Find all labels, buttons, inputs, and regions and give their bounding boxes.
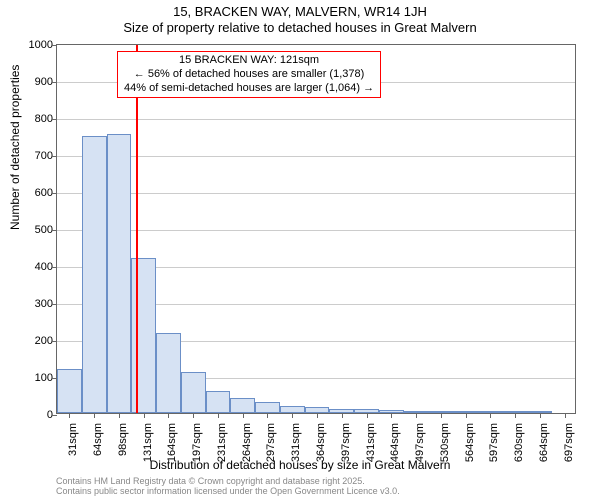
xtick-mark	[317, 413, 318, 418]
xtick-mark	[367, 413, 368, 418]
chart-title-line1: 15, BRACKEN WAY, MALVERN, WR14 1JH	[0, 4, 600, 19]
ytick-mark	[52, 341, 57, 342]
xtick-label: 431sqm	[365, 423, 377, 462]
histogram-bar	[230, 398, 255, 413]
xtick-label: 98sqm	[117, 423, 129, 456]
xtick-mark	[416, 413, 417, 418]
ytick-label: 600	[35, 187, 53, 199]
xtick-mark	[168, 413, 169, 418]
xtick-mark	[515, 413, 516, 418]
ytick-label: 500	[35, 224, 53, 236]
annotation-line3: 44% of semi-detached houses are larger (…	[124, 82, 374, 96]
ytick-mark	[52, 119, 57, 120]
ytick-label: 100	[35, 372, 53, 384]
histogram-bar	[156, 333, 181, 413]
xtick-mark	[144, 413, 145, 418]
xtick-label: 597sqm	[488, 423, 500, 462]
histogram-bar	[255, 402, 280, 413]
xtick-mark	[243, 413, 244, 418]
xtick-mark	[267, 413, 268, 418]
xtick-mark	[69, 413, 70, 418]
chart-titles: 15, BRACKEN WAY, MALVERN, WR14 1JH Size …	[0, 0, 600, 35]
xtick-label: 297sqm	[265, 423, 277, 462]
annotation-box: 15 BRACKEN WAY: 121sqm ← 56% of detached…	[117, 51, 381, 98]
xtick-label: 397sqm	[340, 423, 352, 462]
ytick-label: 200	[35, 335, 53, 347]
x-axis-label: Distribution of detached houses by size …	[0, 458, 600, 472]
xtick-label: 231sqm	[216, 423, 228, 462]
gridline	[57, 193, 575, 194]
chart-container: 15, BRACKEN WAY, MALVERN, WR14 1JH Size …	[0, 0, 600, 500]
ytick-mark	[52, 267, 57, 268]
xtick-label: 264sqm	[241, 423, 253, 462]
xtick-mark	[94, 413, 95, 418]
xtick-label: 331sqm	[290, 423, 302, 462]
footnote-line2: Contains public sector information licen…	[56, 486, 400, 496]
xtick-label: 530sqm	[439, 423, 451, 462]
histogram-bar	[57, 369, 82, 413]
ytick-mark	[52, 304, 57, 305]
footnote-line1: Contains HM Land Registry data © Crown c…	[56, 476, 400, 486]
xtick-label: 197sqm	[191, 423, 203, 462]
ytick-mark	[52, 193, 57, 194]
histogram-bar	[206, 391, 231, 413]
chart-title-line2: Size of property relative to detached ho…	[0, 20, 600, 35]
xtick-label: 630sqm	[513, 423, 525, 462]
xtick-label: 497sqm	[414, 423, 426, 462]
xtick-mark	[218, 413, 219, 418]
xtick-label: 564sqm	[464, 423, 476, 462]
xtick-mark	[441, 413, 442, 418]
xtick-label: 364sqm	[315, 423, 327, 462]
xtick-label: 164sqm	[166, 423, 178, 462]
gridline	[57, 119, 575, 120]
histogram-bar	[107, 134, 132, 413]
ytick-mark	[52, 156, 57, 157]
histogram-bar	[131, 258, 156, 413]
y-axis-label: Number of detached properties	[8, 65, 22, 230]
reference-line	[136, 45, 138, 413]
histogram-bar	[280, 406, 305, 413]
xtick-mark	[342, 413, 343, 418]
plot-area: 0100200300400500600700800900100031sqm64s…	[56, 44, 576, 414]
xtick-label: 31sqm	[67, 423, 79, 456]
xtick-mark	[466, 413, 467, 418]
ytick-label: 800	[35, 113, 53, 125]
gridline	[57, 156, 575, 157]
gridline	[57, 230, 575, 231]
ytick-label: 300	[35, 298, 53, 310]
xtick-mark	[565, 413, 566, 418]
histogram-bar	[181, 372, 206, 413]
xtick-mark	[490, 413, 491, 418]
ytick-mark	[52, 82, 57, 83]
xtick-mark	[193, 413, 194, 418]
ytick-label: 700	[35, 150, 53, 162]
histogram-bar	[82, 136, 107, 414]
xtick-label: 697sqm	[563, 423, 575, 462]
xtick-label: 464sqm	[389, 423, 401, 462]
ytick-label: 1000	[29, 39, 53, 51]
ytick-label: 400	[35, 261, 53, 273]
footnote: Contains HM Land Registry data © Crown c…	[56, 476, 400, 497]
ytick-mark	[52, 230, 57, 231]
xtick-mark	[292, 413, 293, 418]
xtick-label: 131sqm	[142, 423, 154, 462]
annotation-line1: 15 BRACKEN WAY: 121sqm	[124, 54, 374, 68]
xtick-label: 664sqm	[538, 423, 550, 462]
xtick-label: 64sqm	[92, 423, 104, 456]
xtick-mark	[540, 413, 541, 418]
ytick-mark	[52, 415, 57, 416]
ytick-mark	[52, 45, 57, 46]
annotation-line2: ← 56% of detached houses are smaller (1,…	[124, 68, 374, 82]
xtick-mark	[119, 413, 120, 418]
ytick-label: 900	[35, 76, 53, 88]
xtick-mark	[391, 413, 392, 418]
